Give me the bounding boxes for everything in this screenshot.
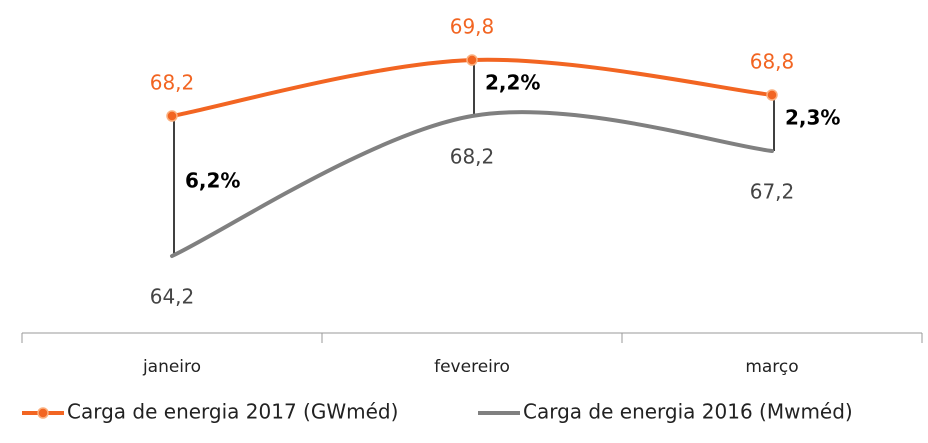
series-line bbox=[170, 57, 774, 118]
legend-label: Carga de energia 2017 (GWméd) bbox=[67, 400, 398, 424]
data-label: 64,2 bbox=[150, 285, 195, 309]
point-marker bbox=[166, 110, 178, 122]
data-label: 68,2 bbox=[150, 71, 195, 95]
data-label: 68,8 bbox=[750, 50, 795, 74]
series-line bbox=[170, 110, 774, 258]
data-label: 69,8 bbox=[450, 15, 495, 39]
x-tick-label: fevereiro bbox=[434, 357, 510, 377]
data-label: 68,2 bbox=[450, 145, 495, 169]
x-tick-label: março bbox=[745, 357, 798, 377]
data-label: 67,2 bbox=[750, 180, 795, 204]
difference-label: 2,3% bbox=[785, 106, 840, 130]
difference-label: 2,2% bbox=[485, 71, 540, 95]
x-tick-label: janeiro bbox=[142, 357, 201, 377]
legend-label: Carga de energia 2016 (Mwméd) bbox=[523, 400, 853, 424]
difference-label: 6,2% bbox=[185, 169, 240, 193]
point-marker bbox=[766, 89, 778, 101]
point-marker bbox=[466, 54, 478, 66]
legend-marker bbox=[37, 407, 49, 419]
